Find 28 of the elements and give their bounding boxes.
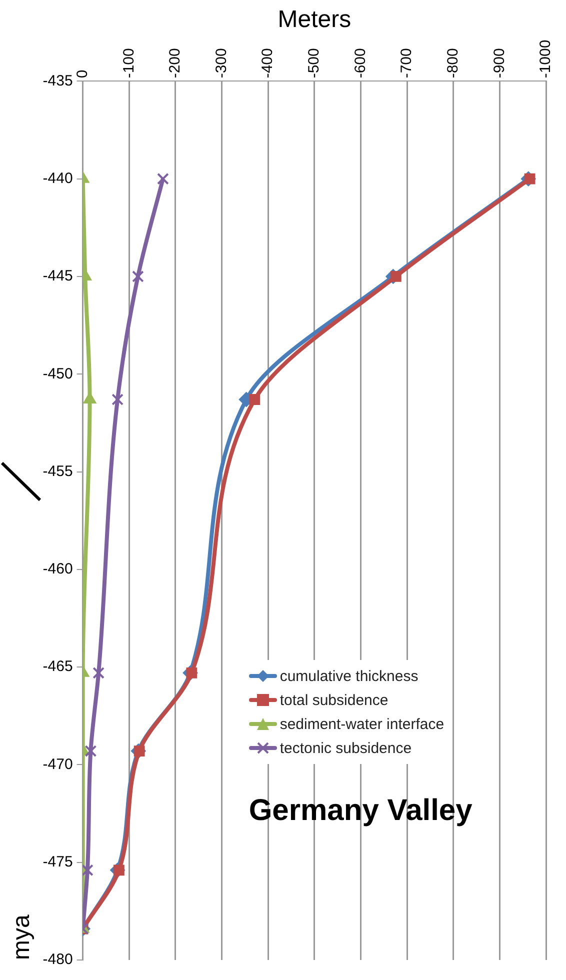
- y-axis-title: mya: [8, 914, 36, 960]
- y-tick-label: -475: [42, 853, 73, 870]
- text: Germany Valley: [248, 794, 472, 828]
- y-tick-label: -480: [42, 951, 73, 968]
- legend-label: cumulative thickness: [280, 668, 418, 684]
- x-tick-label: -1000: [537, 40, 554, 78]
- x-tick-label: -200: [166, 48, 184, 78]
- x-tick-label: -700: [398, 48, 416, 78]
- y-tick-label: -460: [42, 560, 73, 578]
- y-tick-label: -445: [42, 268, 73, 285]
- x-tick-label: 0: [74, 70, 91, 78]
- x-tick-label: -100: [120, 48, 138, 78]
- x-tick-label: -400: [259, 48, 276, 78]
- y-tick-label: -455: [42, 462, 73, 480]
- y-tick-label: -450: [42, 365, 73, 382]
- legend-label: total subsidence: [280, 692, 388, 708]
- x-tick-label: -600: [352, 48, 369, 78]
- x-tick-label: -800: [444, 48, 462, 78]
- y-tick-label: -440: [42, 170, 73, 187]
- x-tick-label: -900: [490, 48, 508, 78]
- y-tick-label: -435: [42, 72, 73, 90]
- legend-label: tectonic subsidence: [280, 740, 412, 756]
- x-axis-title: Meters: [278, 6, 352, 34]
- y-tick-label: -470: [42, 756, 73, 773]
- legend-label: sediment-water interface: [280, 716, 444, 732]
- x-tick-label: -500: [306, 48, 323, 78]
- x-tick-label: -300: [212, 48, 230, 78]
- y-tick-label: -465: [42, 658, 73, 676]
